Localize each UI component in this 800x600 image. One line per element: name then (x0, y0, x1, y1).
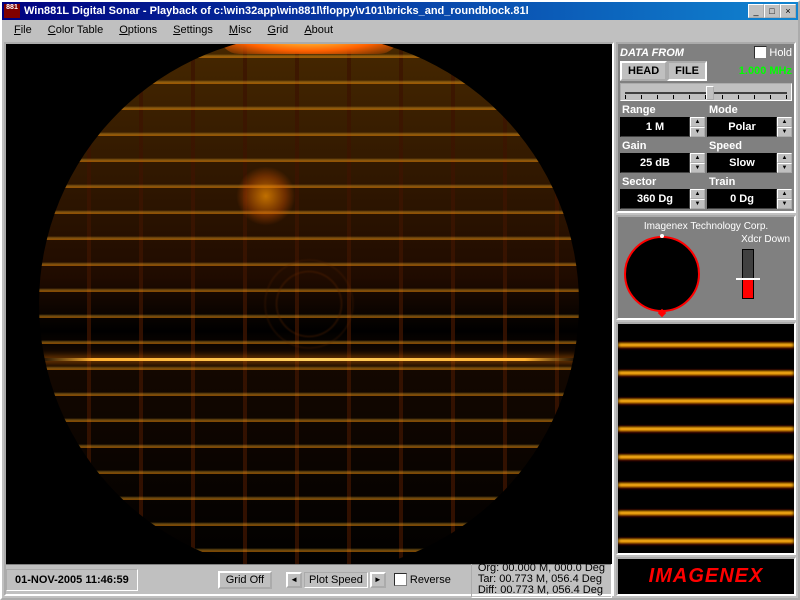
data-from-panel: DATA FROM ✓ Hold HEAD FILE 1.000 MHz (616, 42, 796, 213)
train-up-button[interactable]: ▲ (777, 189, 792, 199)
menu-options[interactable]: Options (111, 22, 165, 38)
coordinates-readout: Org: 00.000 M, 000.0 Deg Tar: 00.773 M, … (471, 561, 612, 598)
sector-param: Sector 360 Dg ▲▼ (620, 175, 705, 209)
range-up-button[interactable]: ▲ (690, 117, 705, 127)
content-area: 01-NOV-2005 11:46:59 Grid Off ◄ Plot Spe… (2, 40, 798, 598)
sector-down-button[interactable]: ▼ (690, 199, 705, 209)
mode-down-button[interactable]: ▼ (777, 127, 792, 137)
plot-speed-right-button[interactable]: ► (370, 572, 386, 588)
gain-label: Gain (620, 139, 705, 153)
file-toggle[interactable]: FILE (667, 61, 707, 81)
xdcr-indicator: Xdcr Down (706, 234, 790, 299)
frequency-display: 1.000 MHz (739, 65, 792, 77)
range-param: Range 1 M ▲▼ (620, 103, 705, 137)
slider-thumb-icon[interactable] (706, 86, 714, 100)
gain-up-button[interactable]: ▲ (690, 153, 705, 163)
mode-param: Mode Polar ▲▼ (707, 103, 792, 137)
gain-down-button[interactable]: ▼ (690, 163, 705, 173)
app-icon: 881 (4, 4, 20, 18)
head-toggle[interactable]: HEAD (620, 61, 667, 81)
sector-up-button[interactable]: ▲ (690, 189, 705, 199)
menu-settings[interactable]: Settings (165, 22, 221, 38)
sector-label: Sector (620, 175, 705, 189)
range-value: 1 M (620, 117, 690, 137)
app-window: 881 Win881L Digital Sonar - Playback of … (0, 0, 800, 600)
range-label: Range (620, 103, 705, 117)
compass-panel: Imagenex Technology Corp. Xdcr Down (616, 215, 796, 320)
xdcr-label: Xdcr Down (706, 234, 790, 245)
sector-value: 360 Dg (620, 189, 690, 209)
speed-up-button[interactable]: ▲ (777, 153, 792, 163)
compass-circle-icon (624, 236, 700, 312)
sonar-circle (39, 44, 579, 564)
xdcr-level-line-icon (736, 278, 760, 280)
sonar-horizon-line (39, 358, 579, 361)
speed-down-button[interactable]: ▼ (777, 163, 792, 173)
range-down-button[interactable]: ▼ (690, 127, 705, 137)
sidebar: DATA FROM ✓ Hold HEAD FILE 1.000 MHz (616, 42, 796, 596)
main-panel: 01-NOV-2005 11:46:59 Grid Off ◄ Plot Spe… (4, 42, 614, 596)
reverse-label: Reverse (410, 574, 451, 586)
speed-value: Slow (707, 153, 777, 173)
menu-color-table[interactable]: Color Table (40, 22, 111, 38)
menu-about[interactable]: About (296, 22, 341, 38)
menu-file[interactable]: File (6, 22, 40, 38)
gain-value: 25 dB (620, 153, 690, 173)
maximize-button[interactable]: □ (764, 4, 780, 18)
grid-off-button[interactable]: Grid Off (218, 571, 272, 589)
window-title: Win881L Digital Sonar - Playback of c:\w… (24, 5, 748, 17)
plot-speed-label: Plot Speed (304, 572, 368, 588)
close-button[interactable]: × (780, 4, 796, 18)
xdcr-bar-top (742, 249, 754, 279)
compass-north-dot-icon (660, 234, 664, 238)
train-value: 0 Dg (707, 189, 777, 209)
company-label: Imagenex Technology Corp. (622, 221, 790, 232)
playback-slider[interactable] (620, 83, 792, 101)
data-from-title: DATA FROM (620, 47, 684, 59)
minimize-button[interactable]: _ (748, 4, 764, 18)
train-param: Train 0 Dg ▲▼ (707, 175, 792, 209)
train-down-button[interactable]: ▼ (777, 199, 792, 209)
zoom-panel[interactable] (616, 322, 796, 555)
hold-checkbox[interactable]: ✓ (754, 46, 767, 59)
gain-param: Gain 25 dB ▲▼ (620, 139, 705, 173)
compass-display[interactable] (622, 234, 702, 314)
plot-speed-left-button[interactable]: ◄ (286, 572, 302, 588)
mode-up-button[interactable]: ▲ (777, 117, 792, 127)
datetime-display: 01-NOV-2005 11:46:59 (6, 569, 138, 591)
statusbar: 01-NOV-2005 11:46:59 Grid Off ◄ Plot Spe… (6, 564, 612, 594)
sonar-display[interactable] (6, 44, 612, 564)
train-label: Train (707, 175, 792, 189)
reverse-checkbox[interactable] (394, 573, 407, 586)
titlebar: 881 Win881L Digital Sonar - Playback of … (2, 2, 798, 20)
menu-grid[interactable]: Grid (260, 22, 297, 38)
mode-label: Mode (707, 103, 792, 117)
menu-misc[interactable]: Misc (221, 22, 260, 38)
logo-panel: IMAGENEX (616, 557, 796, 596)
mode-value: Polar (707, 117, 777, 137)
zoom-image (618, 324, 794, 553)
diff-readout: Diff: 00.773 M, 056.4 Deg (478, 585, 605, 596)
speed-param: Speed Slow ▲▼ (707, 139, 792, 173)
hold-label: Hold (769, 47, 792, 59)
sonar-top-arc (219, 44, 399, 54)
imagenex-logo: IMAGENEX (624, 565, 788, 588)
menubar: File Color Table Options Settings Misc G… (2, 20, 798, 40)
xdcr-bar-bottom (742, 279, 754, 299)
speed-label: Speed (707, 139, 792, 153)
